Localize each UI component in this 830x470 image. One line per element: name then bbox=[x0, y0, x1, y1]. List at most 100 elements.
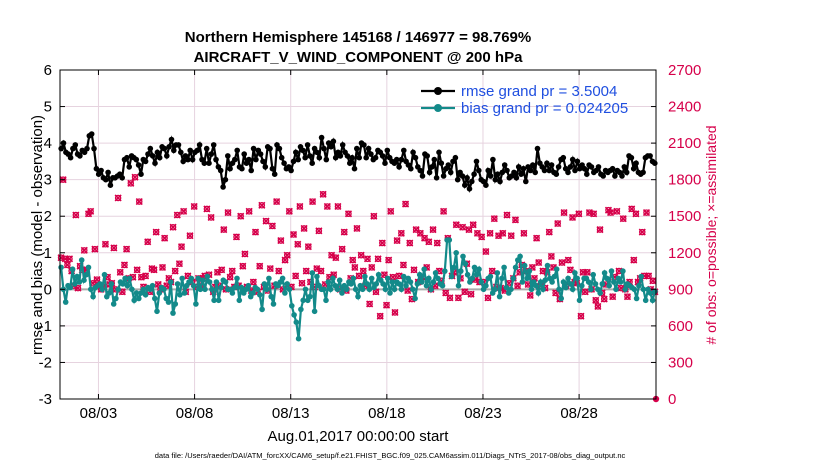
obs-assimilated-marker bbox=[152, 228, 160, 236]
bias-point bbox=[174, 281, 181, 287]
obs-point bbox=[349, 256, 357, 264]
obs-assimilated-marker bbox=[292, 272, 300, 280]
rmse-point bbox=[574, 158, 581, 165]
rmse-point bbox=[546, 167, 552, 174]
bias-point bbox=[569, 286, 576, 293]
obs-possible-marker bbox=[546, 228, 553, 236]
bias-point bbox=[471, 264, 478, 271]
obs-possible-marker bbox=[72, 211, 80, 219]
obs-possible-marker bbox=[241, 250, 249, 258]
bias-point bbox=[604, 275, 610, 282]
bias-point bbox=[101, 271, 108, 278]
obs-point bbox=[300, 224, 308, 232]
obs-possible-marker bbox=[404, 287, 411, 294]
obs-point bbox=[93, 276, 101, 284]
rmse-point bbox=[307, 153, 313, 159]
bias-point bbox=[398, 286, 405, 293]
obs-point bbox=[401, 200, 410, 208]
obs-point bbox=[241, 250, 249, 258]
obs-possible-marker bbox=[520, 230, 528, 237]
bias-point bbox=[462, 260, 469, 267]
rmse-point bbox=[518, 171, 524, 177]
x-tick-label: 08/13 bbox=[272, 405, 310, 422]
bias-point bbox=[611, 279, 617, 285]
obs-assimilated-marker bbox=[547, 252, 555, 260]
obs-point bbox=[334, 202, 342, 211]
obs-point bbox=[338, 245, 346, 253]
obs-point bbox=[273, 198, 281, 206]
obs-possible-marker bbox=[526, 292, 534, 299]
bias-point bbox=[590, 271, 596, 278]
obs-point bbox=[152, 228, 160, 236]
rmse-point bbox=[497, 178, 503, 185]
rmse-point bbox=[652, 160, 658, 166]
obs-point bbox=[503, 211, 511, 219]
bias-point bbox=[446, 237, 453, 243]
obs-assimilated-marker bbox=[606, 209, 615, 217]
obs-possible-marker bbox=[442, 289, 449, 297]
rmse-point bbox=[330, 138, 337, 145]
bias-point bbox=[266, 275, 272, 282]
obs-possible-marker bbox=[66, 255, 73, 263]
obs-point bbox=[440, 207, 448, 215]
bias-point bbox=[391, 286, 398, 293]
bias-point bbox=[599, 281, 606, 287]
rmse-point bbox=[452, 154, 459, 161]
rmse-point bbox=[300, 147, 306, 154]
obs-point bbox=[135, 198, 143, 206]
bias-point bbox=[400, 273, 407, 280]
rmse-point bbox=[347, 160, 353, 166]
obs-assimilated-marker bbox=[490, 215, 498, 223]
obs-assimilated-marker bbox=[382, 301, 391, 309]
rmse-point bbox=[262, 164, 269, 170]
obs-possible-marker bbox=[237, 212, 244, 220]
obs-assimilated-marker bbox=[399, 261, 408, 269]
bias-point bbox=[85, 264, 92, 271]
chart-title: Northern Hemisphere 145168 / 146977 = 98… bbox=[185, 29, 531, 46]
bias-point bbox=[606, 282, 612, 289]
obs-point bbox=[123, 245, 131, 253]
bias-point bbox=[524, 275, 530, 282]
bias-markers bbox=[58, 237, 658, 342]
obs-possible-marker bbox=[256, 262, 263, 270]
obs-point bbox=[363, 255, 372, 263]
bias-point bbox=[215, 297, 222, 304]
obs-possible-marker bbox=[645, 272, 652, 280]
obs-point bbox=[131, 173, 139, 181]
rmse-point bbox=[210, 142, 217, 148]
obs-possible-marker bbox=[491, 215, 498, 222]
bias-point bbox=[229, 290, 236, 296]
obs-assimilated-marker bbox=[294, 240, 302, 248]
bias-point bbox=[161, 286, 167, 293]
obs-point bbox=[575, 210, 583, 218]
obs-possible-marker bbox=[533, 234, 540, 242]
rmse-line bbox=[60, 132, 656, 194]
obs-assimilated-marker bbox=[623, 293, 632, 301]
obs-point bbox=[344, 210, 353, 218]
obs-point bbox=[218, 266, 226, 274]
obs-assimilated-marker bbox=[180, 207, 188, 215]
rmse-point bbox=[187, 147, 193, 154]
obs-possible-marker bbox=[133, 266, 141, 274]
obs-point bbox=[482, 247, 490, 256]
bias-point bbox=[519, 279, 526, 285]
obs-point bbox=[239, 262, 247, 270]
obs-assimilated-marker bbox=[226, 273, 234, 281]
obs-possible-marker bbox=[87, 208, 94, 215]
obs-assimilated-marker bbox=[397, 229, 405, 237]
obs-assimilated-marker bbox=[632, 210, 640, 218]
obs-assimilated-marker bbox=[401, 200, 410, 208]
obs-point bbox=[564, 256, 572, 264]
obs-assimilated-marker bbox=[459, 223, 467, 231]
bias-point bbox=[464, 271, 471, 278]
bias-point bbox=[430, 279, 437, 285]
obs-point bbox=[382, 301, 391, 309]
bias-point bbox=[168, 279, 174, 285]
rmse-point bbox=[647, 153, 653, 159]
obs-assimilated-marker bbox=[363, 255, 372, 263]
obs-point bbox=[298, 279, 306, 287]
obs-point bbox=[374, 255, 382, 263]
rmse-point bbox=[530, 162, 536, 168]
obs-possible-marker bbox=[607, 209, 614, 216]
